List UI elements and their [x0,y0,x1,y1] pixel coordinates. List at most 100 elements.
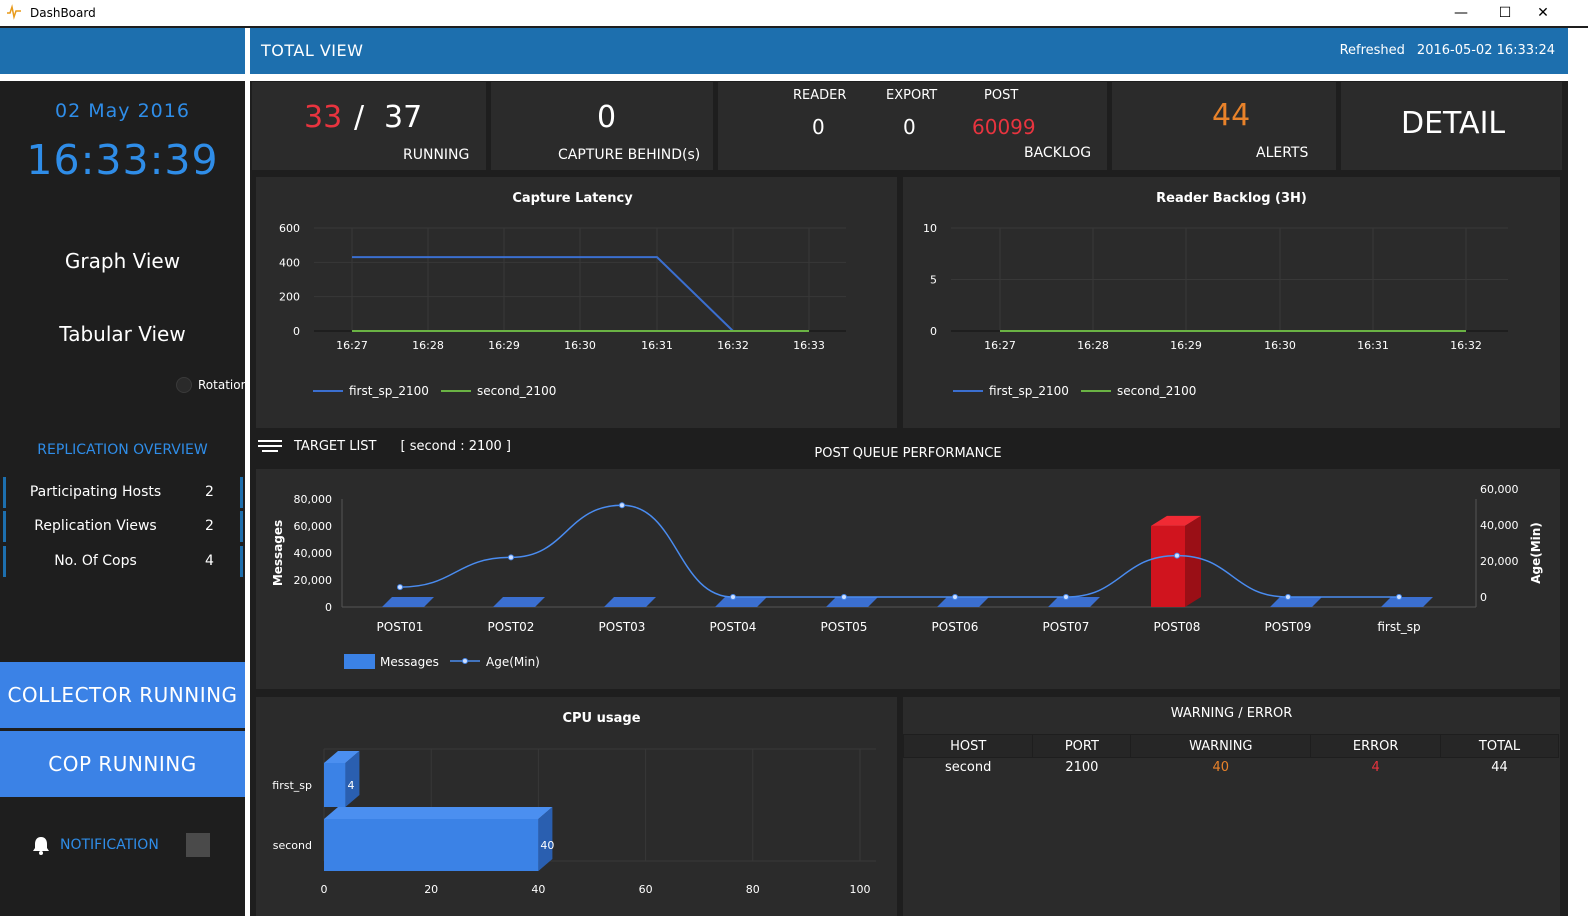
bar [715,597,767,607]
bar [493,597,545,607]
warning-title: WARNING / ERROR [1170,706,1293,721]
stat-label: Participating Hosts [29,484,162,500]
running-separator: / [354,100,365,135]
x-tick-label: 16:32 [717,339,749,352]
age-point [508,554,514,561]
maximize-button[interactable]: ☐ [1498,5,1512,21]
backlog-card: READER EXPORT POST 0 0 60099 BACKLOG [718,82,1107,170]
table-row[interactable]: second 2100 40 4 44 [904,758,1559,778]
legend-label: second_2100 [477,384,556,398]
legend-swatch [462,658,468,664]
x-tick-label: POST08 [1154,620,1201,634]
y-tick-label: 0 [293,325,300,338]
column-header[interactable]: ERROR [1310,734,1442,758]
legend-swatch [344,654,375,669]
pulse-icon [7,4,21,20]
age-point [1396,594,1402,600]
rotation-toggle[interactable]: Rotation [176,377,248,393]
x-tick-label: POST02 [488,620,535,634]
row-marker [3,477,6,508]
bar [1048,597,1100,607]
close-button[interactable]: ✕ [1537,5,1549,21]
refreshed-value: 2016-05-02 16:33:24 [1416,43,1555,58]
y2-tick-label: 40,000 [1480,519,1519,532]
toggle-icon[interactable] [176,377,192,393]
notification-link[interactable]: NOTIFICATION [30,834,159,856]
stat-row: Participating Hosts 2 [3,477,243,508]
x-tick-label: 20 [424,883,438,896]
notification-checkbox[interactable] [186,833,210,857]
detail-button[interactable]: DETAIL [1341,82,1562,170]
collector-running-button[interactable]: COLLECTOR RUNNING [0,662,245,728]
capture-card: 0 CAPTURE BEHIND(s) [491,82,713,170]
x-tick-label: POST03 [599,620,646,634]
page-header: TOTAL VIEW Refreshed 2016-05-02 16:33:24 [250,28,1568,74]
target-list-label[interactable]: TARGET LIST [294,438,377,454]
y-tick-label: 60,000 [294,520,333,533]
capture-latency-panel: Capture Latency 16:27 16:28 16:29 16:30 16:3… [256,177,897,428]
bar-side [345,751,360,807]
running-count: 33 [304,100,343,135]
column-header[interactable]: TOTAL [1440,734,1559,758]
running-card: 33 / 37 RUNNING [252,82,486,170]
row-marker [3,511,6,542]
bar-top [1151,515,1201,526]
x-tick-label: 40 [531,883,545,896]
stat-value: 2 [205,518,214,534]
y-tick-label: 40,000 [294,547,333,560]
x-tick-label: 16:28 [1077,339,1109,352]
refreshed-info: Refreshed 2016-05-02 16:33:24 [1340,43,1555,58]
x-tick-label: 16:30 [1264,339,1296,352]
window-titlebar: DashBoard — ☐ ✕ [0,0,1588,26]
y2-axis-label: Age(Min) [1529,522,1543,584]
y2-tick-label: 60,000 [1480,483,1519,496]
x-tick-label: 16:27 [336,339,368,352]
x-tick-label: POST07 [1043,620,1090,634]
y-axis-label: Messages [271,520,285,586]
x-tick-label: POST06 [932,620,979,634]
legend-label: second_2100 [1117,384,1196,398]
bar [324,819,539,871]
cop-running-button[interactable]: COP RUNNING [0,731,245,797]
bar [937,597,989,607]
age-point [952,594,958,600]
stat-label: No. Of Cops [54,553,137,569]
x-tick-label: 16:27 [984,339,1016,352]
row-marker [240,511,243,542]
bell-icon [33,837,49,855]
warning-cell: 40 [1212,760,1230,776]
running-label: RUNNING [403,147,470,163]
divider [245,28,250,916]
cpu-usage-panel: CPU usage 0 20 40 60 80 100 4 first_sp 40 second [256,697,897,916]
column-header[interactable]: HOST [902,734,1034,758]
bar [382,597,434,607]
divider [0,74,1568,81]
column-header[interactable]: WARNING [1130,734,1312,758]
target-selection: [ second : 2100 ] [400,438,512,454]
alerts-label: ALERTS [1256,145,1309,161]
x-tick-label: 16:30 [564,339,596,352]
capture-label: CAPTURE BEHIND(s) [558,147,701,163]
reader-backlog-chart: 16:27 16:28 16:29 16:30 16:31 16:32 10 5 0 first_… [923,222,1508,398]
stat-label: Replication Views [34,518,157,534]
menu-icon[interactable] [257,438,283,454]
minimize-button[interactable]: — [1454,5,1468,21]
bar [1151,525,1185,607]
tabular-view-link[interactable]: Tabular View [59,322,186,346]
alerts-value: 44 [1212,98,1251,133]
column-header[interactable]: PORT [1032,734,1132,758]
age-point [619,502,625,509]
row-marker [3,546,6,577]
warning-table: HOST PORT WARNING ERROR TOTAL second 210… [902,734,1559,778]
running-total: 37 [384,100,423,135]
sidebar-header [0,28,245,74]
y-tick-label: 600 [279,222,300,235]
current-date: 02 May 2016 [55,100,190,122]
x-tick-label: 16:33 [793,339,825,352]
graph-view-link[interactable]: Graph View [64,249,181,273]
bar-top [324,751,360,763]
y2-tick-label: 20,000 [1480,555,1519,568]
y-tick-label: 0 [325,601,332,614]
y-tick-label: 80,000 [294,493,333,506]
alerts-card[interactable]: 44 ALERTS [1112,82,1336,170]
